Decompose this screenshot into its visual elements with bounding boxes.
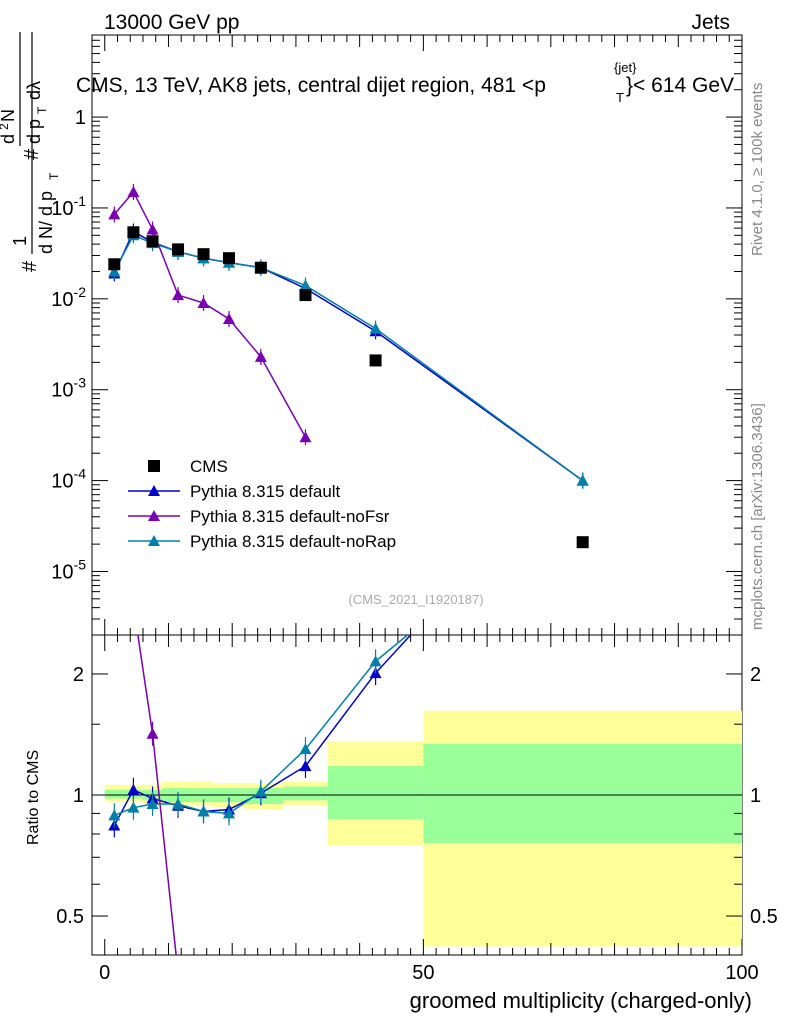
- main-y-axis-label: # 1 d N/ d p T # d 2 N d p T dλ: [0, 32, 61, 272]
- cms-data-marker: [254, 261, 267, 274]
- svg-text:dλ: dλ: [24, 81, 44, 100]
- main-y-tick-label: 10-4: [51, 466, 86, 493]
- main-y-tick-label: 1: [75, 107, 86, 129]
- ratio-inner-band: [283, 786, 328, 801]
- cms-data-marker: [576, 536, 589, 549]
- svg-text:2: 2: [0, 123, 11, 130]
- plot-title: CMS, 13 TeV, AK8 jets, central dijet reg…: [76, 74, 546, 97]
- x-axis-label: groomed multiplicity (charged-only): [410, 988, 752, 1013]
- legend-marker-triangle: [148, 485, 160, 496]
- ratio-series-marker: [369, 655, 382, 667]
- rivet-label: Rivet 4.1.0, ≥ 100k events: [749, 83, 766, 256]
- main-series-marker: [108, 265, 121, 277]
- main-series-line: [113, 230, 584, 482]
- process-label: Jets: [691, 11, 730, 34]
- cms-data-marker: [223, 252, 236, 265]
- legend-label: Pythia 8.315 default-noRap: [190, 532, 396, 551]
- main-series-line: [113, 234, 584, 482]
- svg-text:N: N: [0, 109, 18, 122]
- ratio-x-axis: 0 50 100: [99, 635, 759, 984]
- main-series-marker: [254, 350, 267, 362]
- main-series-marker: [108, 208, 121, 220]
- legend-marker-square: [148, 460, 160, 472]
- svg-text:d: d: [0, 134, 18, 144]
- main-y-tick-label: 10-5: [51, 556, 86, 583]
- cms-data-marker: [172, 243, 185, 256]
- main-series-marker: [299, 279, 312, 291]
- ratio-series-marker: [197, 805, 210, 817]
- analysis-watermark: (CMS_2021_I1920187): [348, 592, 483, 607]
- svg-text:T: T: [35, 106, 49, 114]
- ratio-series-marker: [127, 801, 140, 813]
- cms-data-marker: [146, 235, 159, 248]
- ratio-series-marker: [299, 760, 312, 772]
- ratio-series-line: [113, 635, 412, 826]
- main-series-marker: [299, 431, 312, 443]
- x-tick-label: 100: [725, 962, 758, 984]
- main-series-marker: [172, 289, 185, 301]
- svg-text:#: #: [21, 148, 43, 160]
- ratio-plot-series: [108, 635, 412, 955]
- main-y-tick-label: 10-2: [51, 284, 86, 311]
- main-series-marker: [197, 296, 210, 308]
- legend-label: Pythia 8.315 default-noFsr: [190, 507, 390, 526]
- mcplots-label: mcplots.cern.ch [arXiv:1306.3436]: [749, 403, 766, 630]
- ratio-series-marker: [146, 727, 159, 739]
- ratio-y-tick-label: 2: [73, 664, 84, 686]
- main-y-tick-label: 10-3: [51, 375, 86, 402]
- x-tick-label: 50: [412, 962, 434, 984]
- ratio-y-tick-label: 1: [73, 785, 84, 807]
- main-x-axis: [104, 35, 743, 635]
- ratio-series-marker: [172, 797, 185, 809]
- cms-data-marker: [127, 226, 140, 239]
- ratio-inner-band: [423, 743, 742, 843]
- plot-title-pt-sup: {jet}: [614, 60, 637, 75]
- svg-text:1: 1: [10, 236, 30, 246]
- cms-data-marker: [197, 248, 210, 261]
- ratio-series-marker: [146, 797, 159, 809]
- ratio-series-marker: [108, 809, 121, 821]
- ratio-series-marker: [223, 807, 236, 819]
- main-y-tick-label: 10-1: [51, 193, 86, 220]
- plot-title-end: }< 614 GeV: [626, 74, 734, 97]
- ratio-uncertainty-bands: [104, 710, 742, 947]
- ratio-series-marker: [299, 743, 312, 755]
- ratio-series-marker: [254, 785, 267, 797]
- ratio-y-axis-label: Ratio to CMS: [25, 750, 42, 845]
- main-y-axis: 10-5 10-4 10-3 10-2 10-1 1: [51, 34, 742, 620]
- svg-text:d p: d p: [24, 119, 44, 144]
- svg-text:d N/ d p: d N/ d p: [36, 191, 56, 254]
- ratio-series-line: [114, 635, 408, 817]
- legend-marker-triangle: [148, 510, 160, 521]
- ratio-inner-band: [104, 789, 124, 799]
- legend-label: CMS: [190, 457, 228, 476]
- main-plot-series: [108, 183, 589, 549]
- svg-text:T: T: [47, 172, 61, 180]
- ratio-y-tick-label-right: 0.5: [750, 906, 778, 928]
- main-series-marker: [223, 312, 236, 324]
- cms-data-marker: [369, 354, 382, 367]
- main-series-marker: [369, 322, 382, 334]
- ratio-y-axis: 0.5 0.5 1 1 2 2: [56, 664, 778, 928]
- ratio-y-tick-label-right: 1: [750, 785, 761, 807]
- cms-data-marker: [299, 289, 312, 302]
- main-series-marker: [576, 474, 589, 486]
- plot-title-pt-sub: T: [616, 90, 624, 105]
- svg-text:#: #: [19, 260, 41, 272]
- ratio-y-tick-label-right: 2: [750, 664, 761, 686]
- ratio-y-tick-label: 0.5: [56, 906, 84, 928]
- ratio-inner-band: [327, 766, 424, 820]
- main-series-marker: [146, 223, 159, 235]
- cms-data-marker: [108, 258, 121, 271]
- main-series-line: [113, 190, 307, 438]
- x-tick-label: 0: [99, 962, 110, 984]
- legend: CMS Pythia 8.315 default Pythia 8.315 defa…: [128, 457, 396, 551]
- beam-label: 13000 GeV pp: [104, 11, 239, 34]
- legend-marker-triangle: [148, 535, 160, 546]
- legend-label: Pythia 8.315 default: [190, 482, 341, 501]
- main-series-marker: [127, 185, 140, 197]
- ratio-series-marker: [127, 783, 140, 795]
